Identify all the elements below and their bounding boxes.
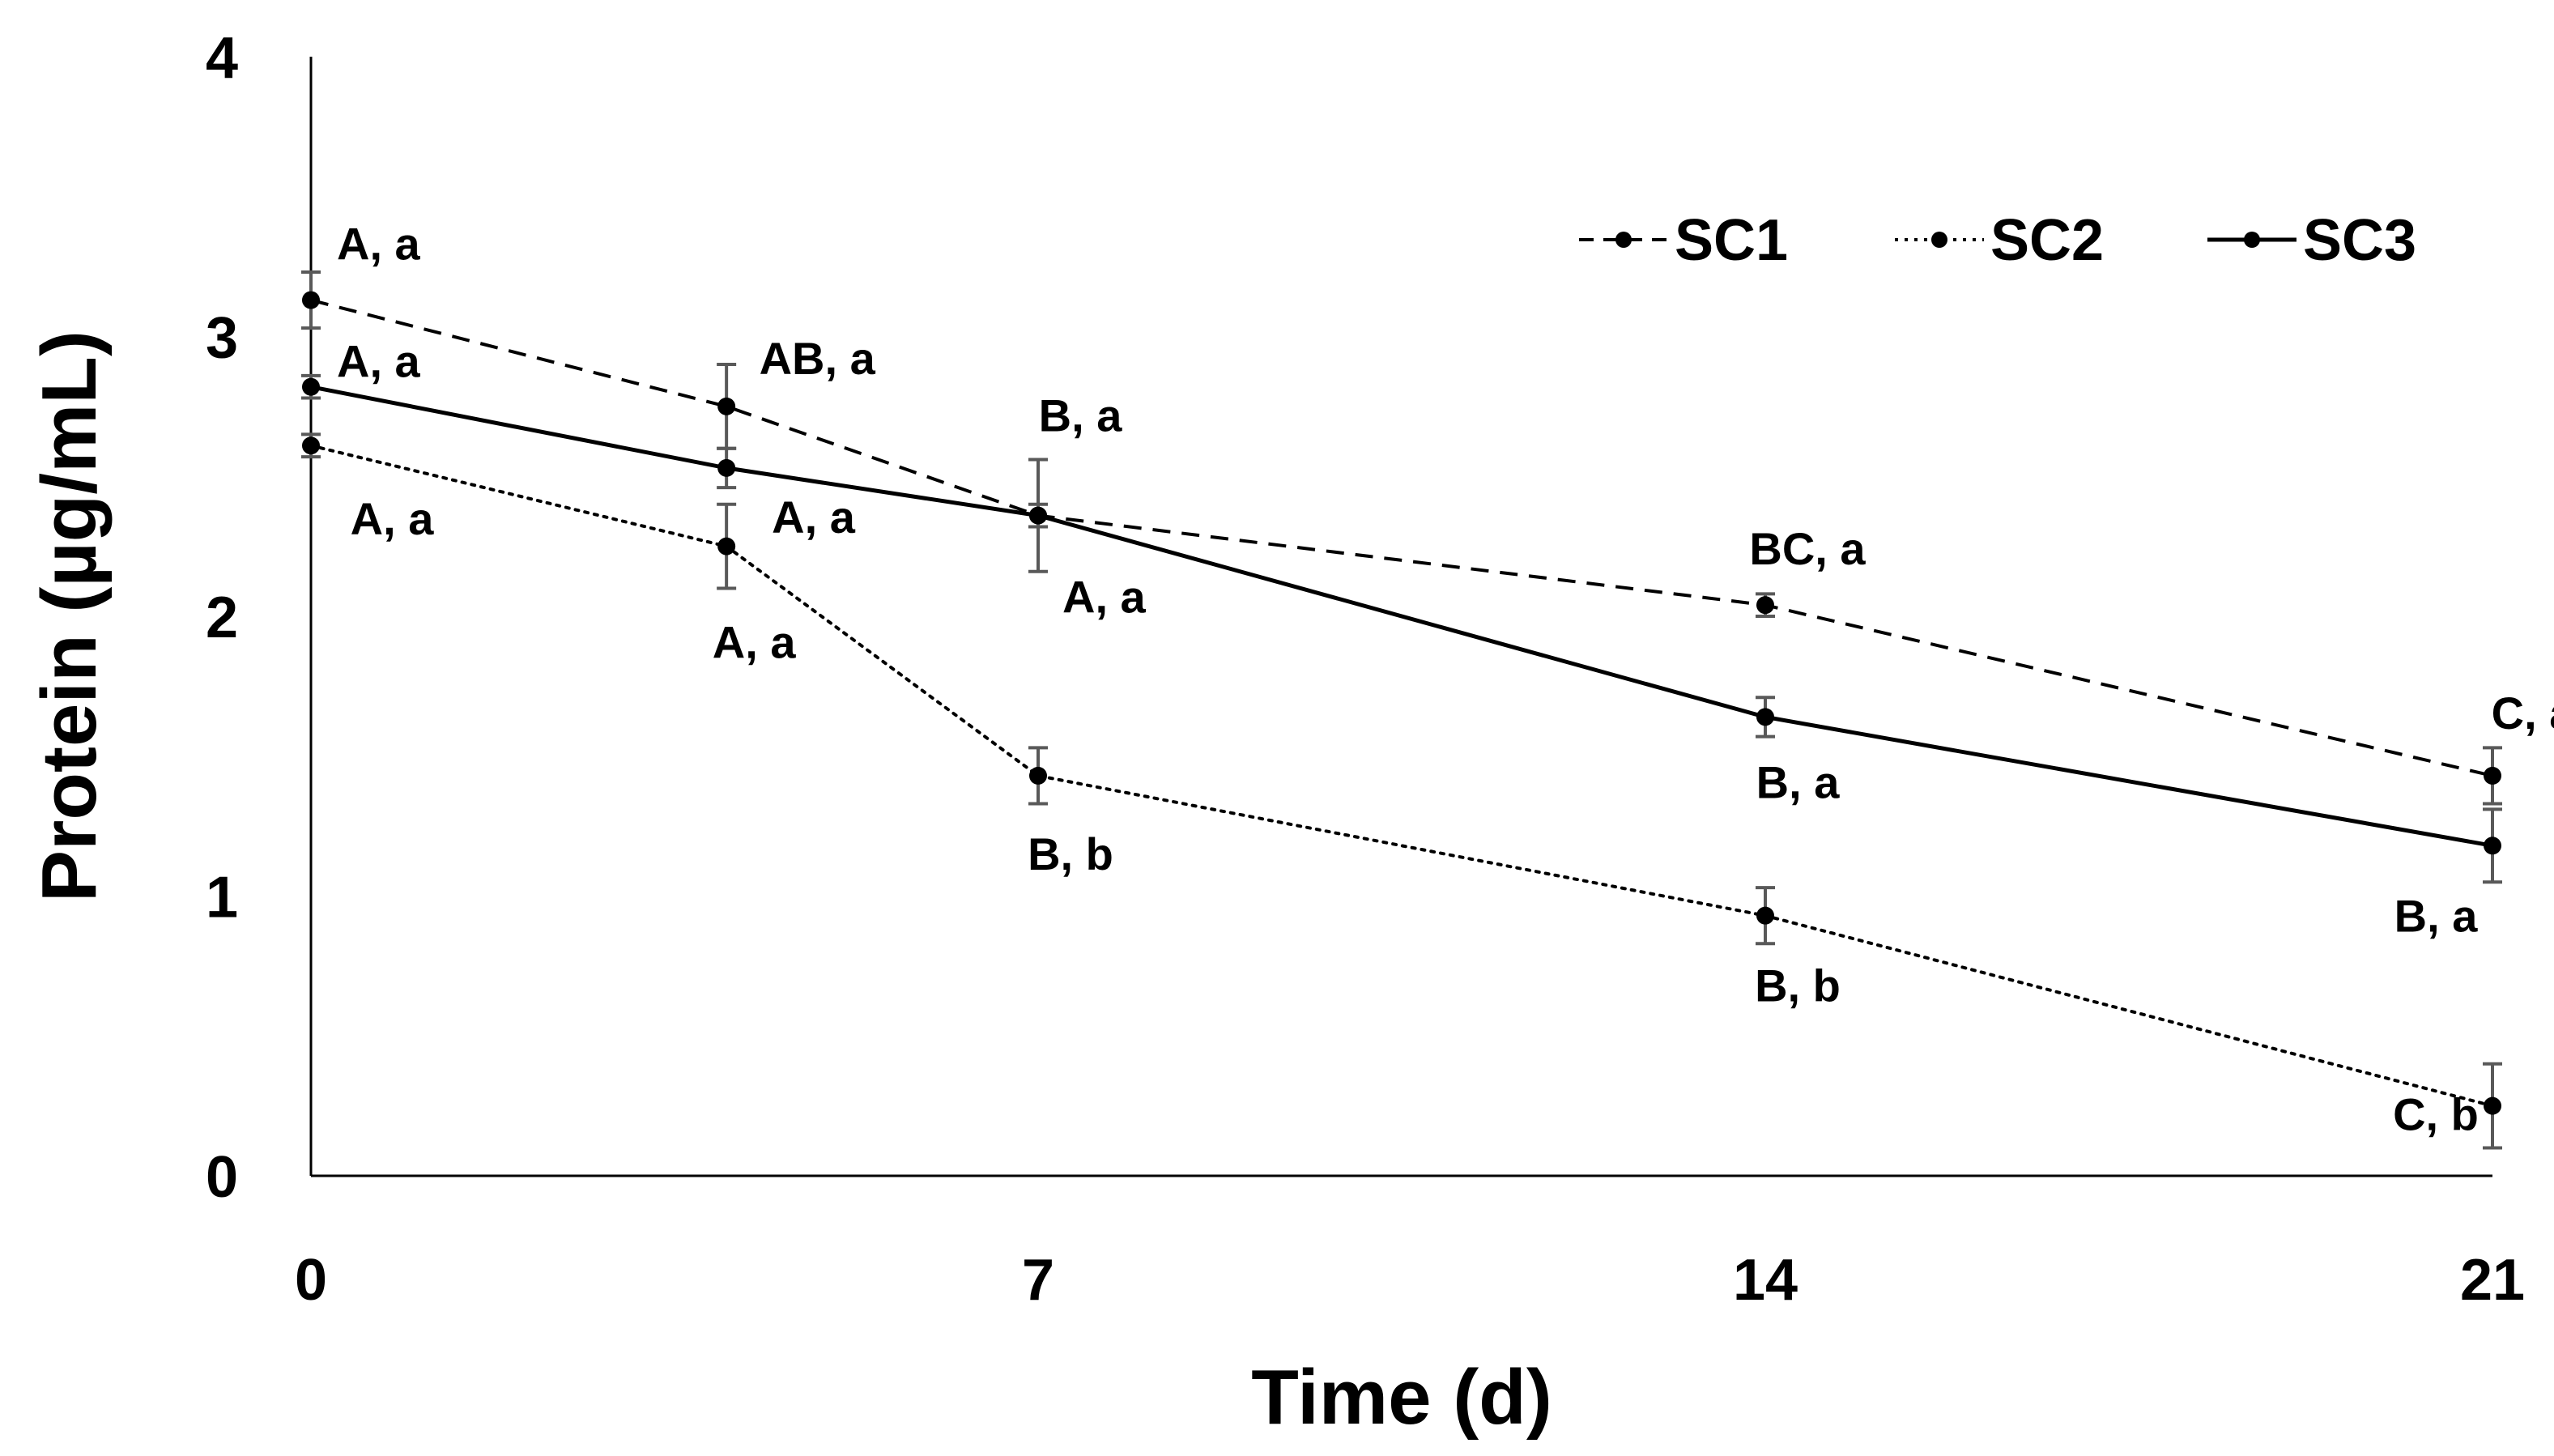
legend-entry-sc3: SC3	[2207, 208, 2416, 273]
significance-label-sc2: B, b	[1028, 828, 1113, 879]
data-point	[2484, 1096, 2501, 1115]
significance-label-sc3: B, a	[1756, 756, 1841, 807]
legend-marker	[1615, 232, 1632, 248]
data-point	[717, 397, 736, 415]
significance-label-sc3: A, a	[337, 336, 421, 387]
data-point	[1756, 708, 1774, 726]
significance-label-sc1: BC, a	[1749, 523, 1866, 574]
significance-label-sc3: A, a	[772, 492, 856, 543]
data-point	[1029, 506, 1047, 525]
y-tick-label: 2	[206, 585, 238, 650]
data-point	[302, 377, 320, 396]
y-axis-title: Protein (µg/mL)	[26, 330, 113, 902]
significance-label-sc1: C, a	[2492, 688, 2554, 739]
data-point	[302, 291, 320, 309]
series-layer	[301, 270, 2502, 1150]
series-line-sc2	[309, 444, 2494, 1108]
legend-label: SC3	[2303, 208, 2416, 273]
y-tick-label: 3	[206, 306, 238, 371]
data-point	[2484, 766, 2501, 785]
significance-label-sc2: C, b	[2393, 1089, 2479, 1140]
x-axis-title: Time (d)	[1251, 1354, 1552, 1441]
y-tick-label: 1	[206, 866, 238, 930]
significance-label-sc3: B, a	[2394, 890, 2479, 941]
x-tick-label: 0	[295, 1248, 327, 1313]
data-point	[2484, 837, 2501, 855]
axes: 0 1 2 3 4 0 7 14 21 Time (d) Protein (µg/mL)	[26, 26, 2525, 1441]
significance-label-sc1: B, a	[1039, 390, 1123, 441]
y-tick-label: 0	[206, 1145, 238, 1210]
series-sc2	[301, 432, 2502, 1150]
series-sc3	[301, 373, 2502, 884]
legend-marker	[1931, 232, 1947, 248]
significance-label-sc1: AB, a	[760, 333, 876, 384]
legend-entry-sc1: SC1	[1579, 208, 1788, 273]
legend: SC1 SC2 SC3	[1579, 208, 2416, 273]
data-point	[1029, 766, 1047, 785]
data-point	[717, 458, 736, 477]
data-point	[1756, 596, 1774, 615]
data-point	[302, 436, 320, 455]
data-point	[1756, 906, 1774, 925]
data-point	[717, 537, 736, 556]
legend-label: SC1	[1675, 208, 1788, 273]
legend-entry-sc2: SC2	[1895, 208, 2104, 273]
x-tick-label: 21	[2460, 1248, 2525, 1313]
significance-label-sc3: A, a	[1062, 572, 1147, 623]
significance-label-sc2: A, a	[713, 617, 797, 668]
legend-marker	[2244, 232, 2260, 248]
x-tick-label: 7	[1022, 1248, 1054, 1313]
point-annotations: A, a AB, a B, a BC, a C, a A, a A, a B, b B, b C,…	[337, 219, 2554, 1140]
significance-label-sc2: B, b	[1755, 960, 1841, 1011]
y-tick-label: 4	[206, 26, 238, 91]
significance-label-sc2: A, a	[351, 493, 435, 544]
significance-label-sc1: A, a	[337, 219, 421, 270]
x-tick-label: 14	[1733, 1248, 1798, 1313]
legend-label: SC2	[1990, 208, 2104, 273]
